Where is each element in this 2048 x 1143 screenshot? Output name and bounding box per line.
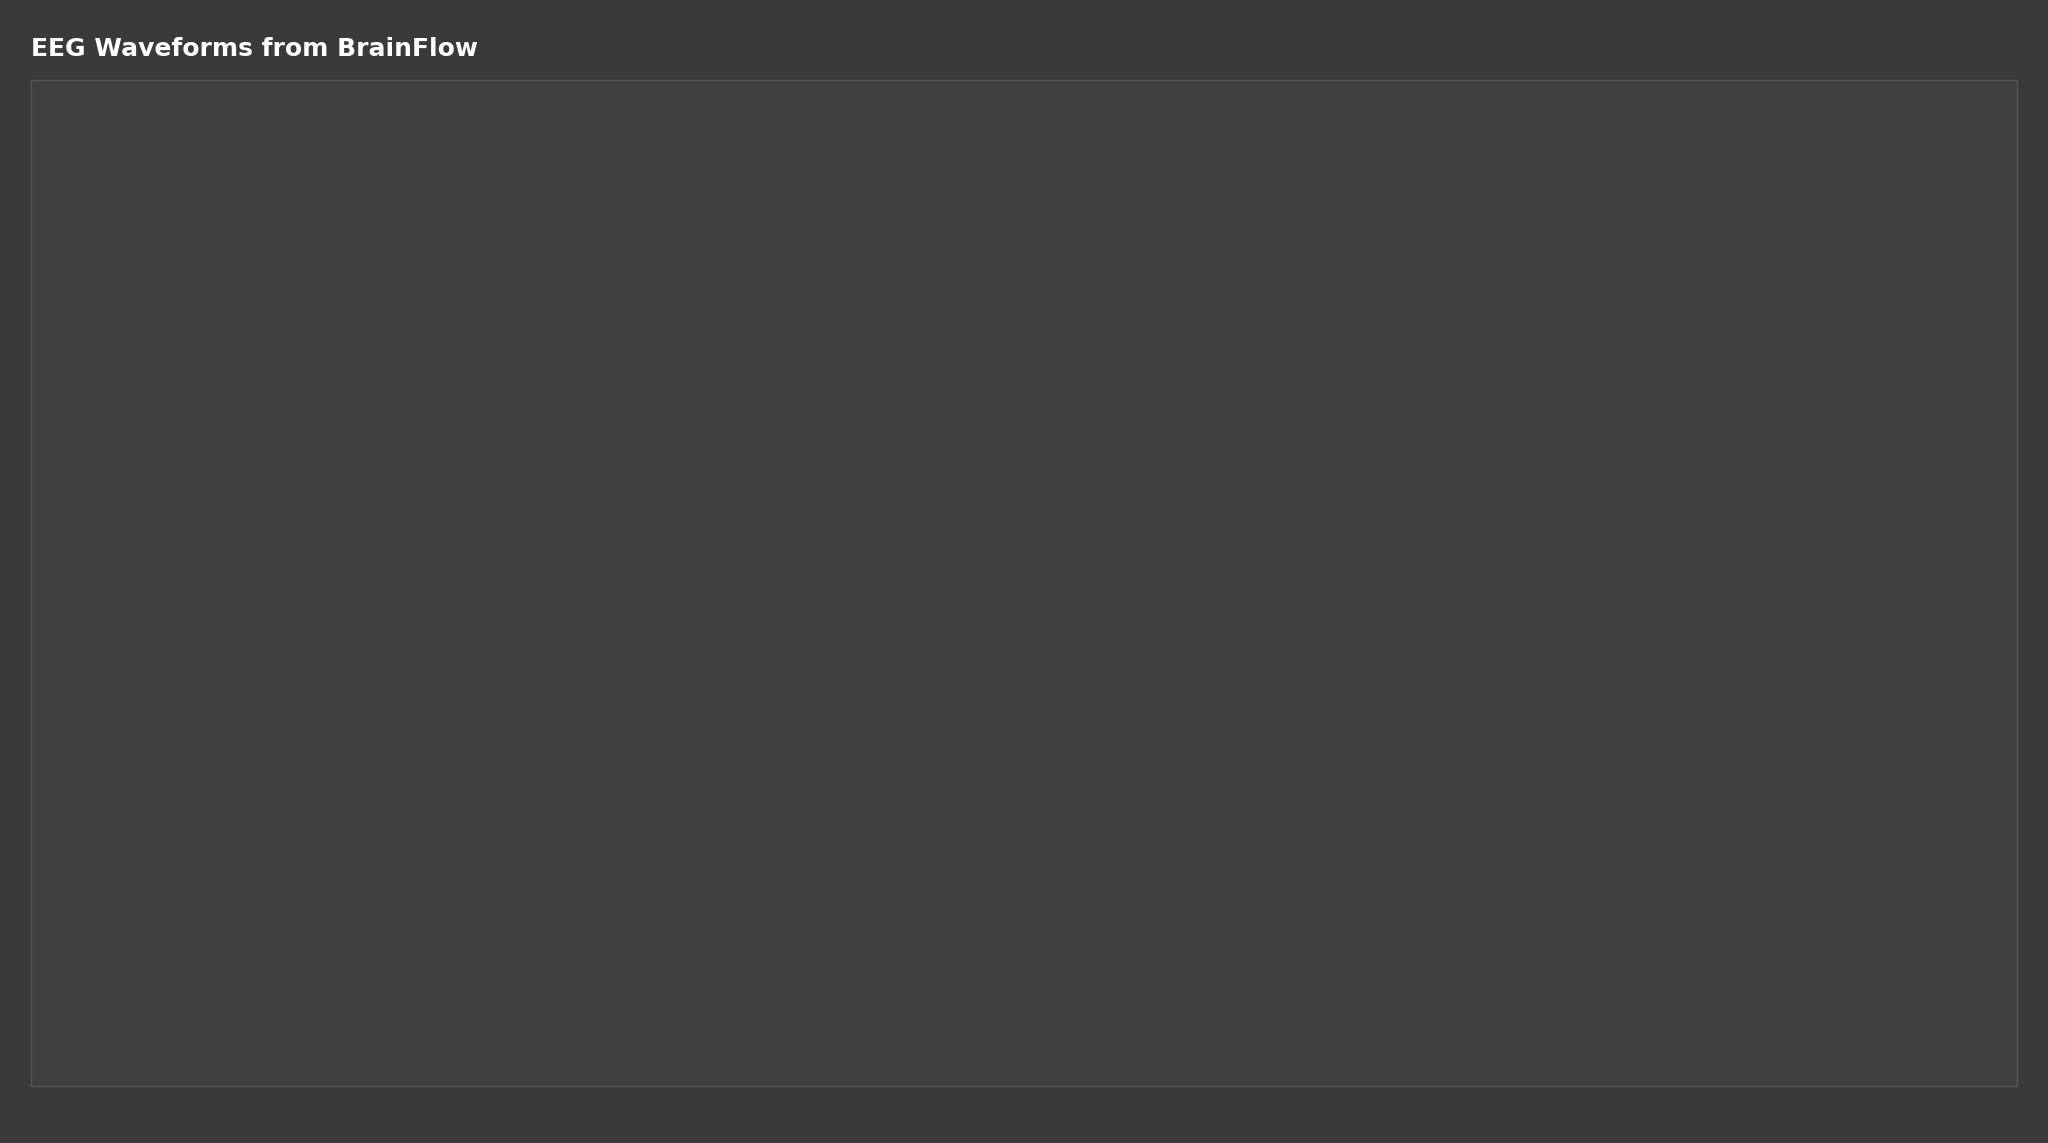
X-axis label: Time (seconds): Time (seconds) xyxy=(965,1038,1083,1053)
Title: EEG Waveforms: EEG Waveforms xyxy=(958,123,1090,142)
Text: EEG Waveforms from BrainFlow: EEG Waveforms from BrainFlow xyxy=(31,37,477,61)
Y-axis label: Voltage: Voltage xyxy=(158,549,172,606)
Text: $1e{-5}$: $1e{-5}$ xyxy=(1798,1065,1833,1079)
Legend: ch1, ch2, ch3, ch4, ch5, ch6, ch7, ch8, ch9: ch1, ch2, ch3, ch4, ch5, ch6, ch7, ch8, … xyxy=(1790,153,1829,256)
